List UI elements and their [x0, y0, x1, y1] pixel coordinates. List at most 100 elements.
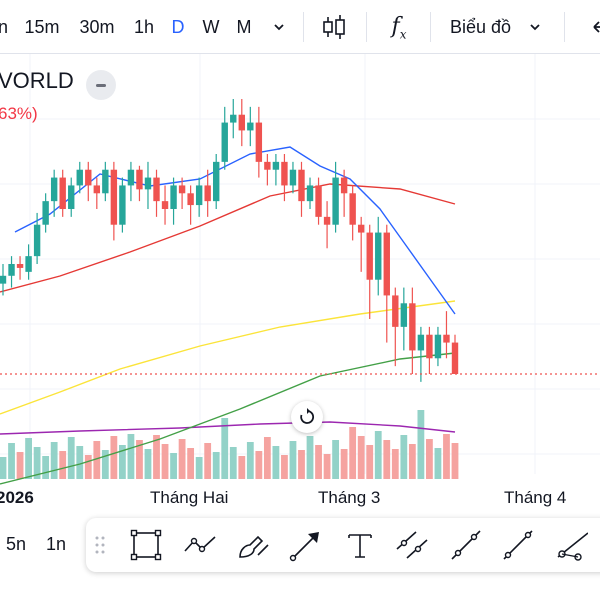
volume-bar — [76, 446, 84, 479]
interval-w[interactable]: W — [202, 17, 220, 37]
parallel-channel-icon — [396, 531, 428, 559]
collapse-legend-button[interactable] — [86, 70, 116, 100]
volume-bar — [144, 449, 152, 479]
rectangle-tool[interactable] — [128, 527, 164, 563]
candle-body — [332, 177, 339, 225]
measure-icon — [557, 532, 588, 561]
volume-bar — [349, 427, 357, 479]
text-tool[interactable] — [342, 527, 378, 563]
volume-bar — [153, 435, 160, 479]
candle-body — [221, 122, 228, 162]
reset-icon — [300, 408, 315, 424]
candle-body — [127, 169, 135, 186]
interval-partial[interactable]: n — [0, 17, 8, 37]
interval-30m[interactable]: 30m — [79, 17, 115, 37]
chevron-down-icon — [274, 24, 284, 31]
path-tool[interactable] — [182, 527, 218, 563]
candle-body — [255, 122, 263, 162]
range-1n[interactable]: 1n — [46, 534, 67, 554]
volume-bar — [221, 418, 229, 479]
ray-tool[interactable] — [500, 527, 536, 563]
symbol-name[interactable]: VORLD — [0, 68, 74, 93]
volume-bar — [84, 455, 92, 479]
candle-body — [93, 185, 101, 194]
candle-body — [25, 256, 32, 272]
volume-bar — [306, 436, 314, 479]
chart-menu-dropdown[interactable] — [526, 12, 544, 42]
path-icon — [184, 536, 216, 553]
x-axis-label-mar: Tháng 3 — [318, 488, 381, 507]
candle-body — [76, 169, 83, 186]
candle-body — [85, 169, 92, 186]
volume-bar — [332, 440, 340, 479]
volume-bar — [383, 440, 391, 479]
candle-body — [340, 177, 348, 194]
range-5n[interactable]: 5n — [6, 534, 27, 554]
candle-body — [281, 161, 288, 186]
candle-body — [357, 224, 365, 233]
candle-body — [289, 169, 297, 186]
indicators-button[interactable]: fx — [386, 12, 412, 42]
ma-blue-line — [14, 146, 456, 315]
candle-body — [417, 334, 425, 351]
volume-bar — [451, 443, 459, 479]
arrow-tool[interactable] — [288, 527, 324, 563]
candle-body — [204, 185, 211, 202]
interval-d[interactable]: D — [171, 17, 185, 37]
candles-icon — [323, 15, 345, 39]
x-axis-label-apr: Tháng 4 — [504, 488, 567, 507]
candle-body — [409, 303, 416, 351]
chart-type-button[interactable] — [320, 12, 348, 42]
measure-tool[interactable] — [554, 527, 588, 563]
candle-body — [161, 201, 169, 209]
interval-15m[interactable]: 15m — [24, 17, 60, 37]
candles — [0, 99, 459, 382]
candle-body — [272, 161, 280, 170]
candle-body — [366, 232, 373, 280]
volume-bar — [417, 410, 425, 479]
minus-icon — [96, 83, 106, 87]
rectangle-icon — [130, 529, 162, 561]
chart-menu-label[interactable]: Biểu đồ — [450, 17, 512, 37]
candle-body — [178, 185, 186, 194]
trend-line-tool[interactable] — [448, 527, 484, 563]
reset-chart-button[interactable] — [291, 401, 323, 433]
candle-body — [153, 177, 160, 202]
divider — [366, 12, 367, 42]
divider — [430, 12, 431, 42]
arrow-left-icon — [593, 21, 600, 33]
volume-bar — [212, 452, 220, 479]
volume-bar — [229, 447, 237, 479]
ma-green-line — [0, 352, 456, 485]
volume-bar — [25, 438, 32, 479]
volume-bar — [366, 445, 374, 479]
volume-bar — [161, 444, 169, 479]
volume-bar — [255, 451, 263, 479]
brush-icon — [239, 535, 269, 558]
candle-body — [238, 114, 245, 131]
volume-bar — [408, 444, 416, 479]
candle-body — [170, 185, 177, 209]
volume-bar — [281, 455, 288, 479]
x-axis-label-feb: Tháng Hai — [150, 488, 229, 507]
volume-bar — [8, 443, 15, 479]
interval-1h[interactable]: 1h — [133, 17, 155, 37]
interval-m[interactable]: M — [236, 17, 252, 37]
volume-bar — [443, 434, 450, 479]
drag-handle-icon[interactable] — [94, 535, 106, 555]
candle-body — [195, 185, 203, 206]
interval-dropdown[interactable] — [270, 12, 288, 42]
candle-body — [298, 169, 305, 202]
volume-bar — [118, 445, 126, 479]
brush-tool[interactable] — [236, 527, 272, 563]
candle-body — [59, 177, 66, 209]
volume-bar — [16, 452, 24, 479]
volume-bar — [323, 454, 331, 479]
price-chart[interactable] — [0, 54, 600, 514]
candle-body — [102, 169, 109, 194]
volume-bar — [195, 457, 203, 479]
parallel-channel-tool[interactable] — [394, 527, 430, 563]
volume-bar — [400, 435, 408, 479]
undo-button[interactable] — [584, 12, 600, 42]
volume-bar — [170, 453, 177, 479]
